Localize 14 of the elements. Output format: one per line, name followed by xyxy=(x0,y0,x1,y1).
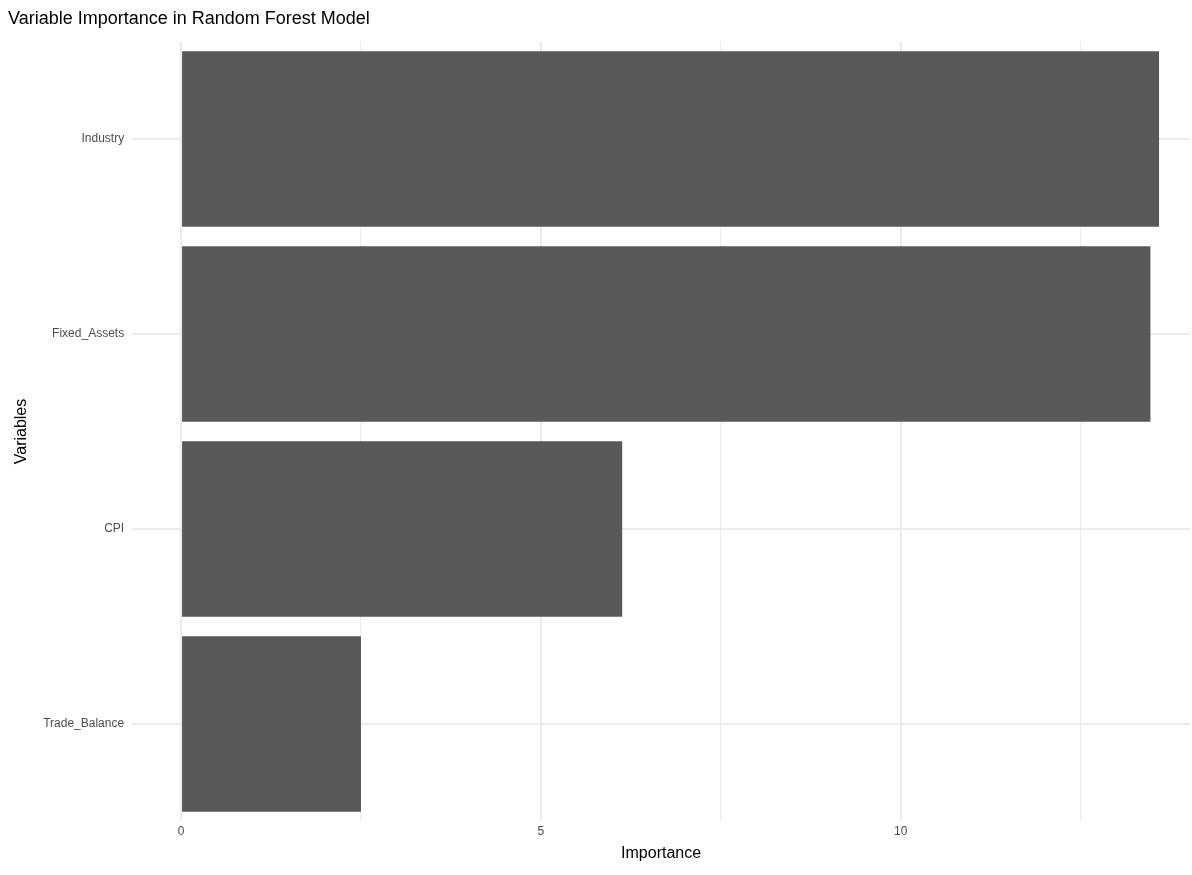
bar xyxy=(182,441,623,617)
bar xyxy=(182,246,1151,422)
y-tick-label: Fixed_Assets xyxy=(52,326,125,341)
bar xyxy=(182,51,1160,227)
chart-title: Variable Importance in Random Forest Model xyxy=(8,7,370,28)
x-axis-title: Importance xyxy=(621,843,702,861)
x-tick-label: 0 xyxy=(177,823,185,838)
y-tick-label: Industry xyxy=(81,131,125,146)
y-tick-label: CPI xyxy=(104,521,125,536)
y-axis-title: Variables xyxy=(12,398,30,465)
x-tick-label: 5 xyxy=(537,823,545,838)
x-tick-label: 10 xyxy=(894,823,908,838)
bar xyxy=(182,636,361,812)
y-tick-label: Trade_Balance xyxy=(43,716,125,731)
